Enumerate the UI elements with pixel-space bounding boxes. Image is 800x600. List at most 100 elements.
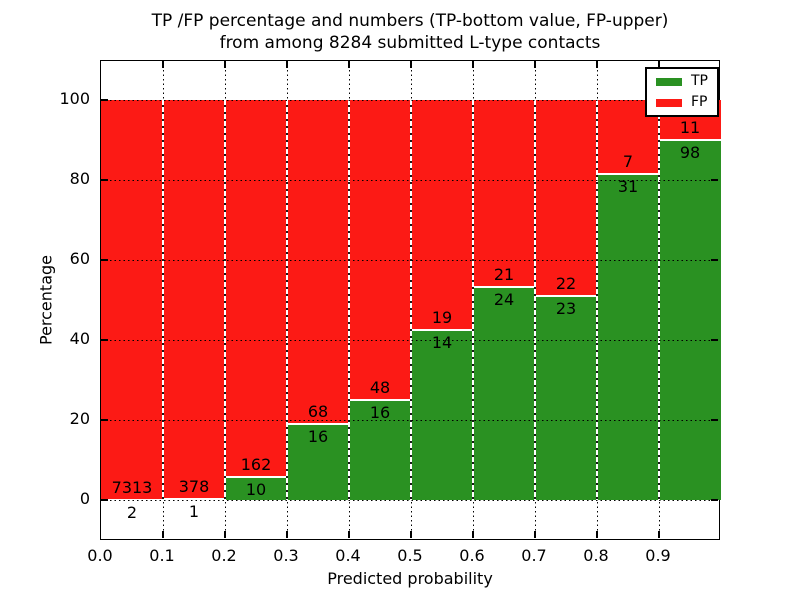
x-tick-label: 0.5	[397, 546, 423, 565]
fp-count-label: 19	[431, 308, 453, 327]
x-tick-mark	[224, 531, 226, 538]
x-tick-mark	[224, 61, 226, 68]
horizontal-gridline	[101, 260, 718, 261]
chart-title-line2: from among 8284 submitted L-type contact…	[219, 33, 601, 53]
tp-bar-segment	[287, 424, 349, 500]
tp-bar-segment	[163, 499, 225, 500]
y-tick-mark	[101, 339, 108, 341]
fp-count-label: 162	[240, 455, 272, 474]
y-tick-mark	[711, 179, 718, 181]
horizontal-gridline	[101, 180, 718, 181]
legend-label-tp: TP	[691, 73, 708, 89]
chart-title: TP /FP percentage and numbers (TP-bottom…	[100, 10, 720, 54]
y-tick-mark	[101, 259, 108, 261]
plot-area: 7313 2 378 1 162 10 68 16 48 16 19 14 21 24 22 23 7 31 11 9…	[100, 60, 721, 540]
y-tick-mark	[101, 499, 108, 501]
tp-bar-segment	[597, 174, 659, 500]
x-tick-mark	[162, 61, 164, 68]
bar-boundary-line	[596, 100, 598, 500]
fp-count-label: 22	[555, 274, 577, 293]
tp-count-label: 24	[493, 290, 515, 309]
chart-title-line1: TP /FP percentage and numbers (TP-bottom…	[151, 11, 669, 31]
horizontal-gridline	[101, 420, 718, 421]
x-tick-mark	[410, 61, 412, 68]
x-tick-label: 0.2	[211, 546, 237, 565]
tp-bar-segment	[411, 330, 473, 500]
horizontal-gridline	[101, 500, 718, 501]
x-tick-mark	[596, 61, 598, 68]
x-tick-label: 0.0	[87, 546, 113, 565]
x-tick-mark	[286, 531, 288, 538]
tp-bar-segment	[473, 287, 535, 500]
bar-boundary-line	[348, 100, 350, 500]
y-tick-label: 80	[69, 169, 90, 188]
bar-boundary-line	[410, 100, 412, 500]
x-tick-mark	[596, 531, 598, 538]
y-tick-mark	[101, 179, 108, 181]
fp-count-label: 7	[622, 152, 634, 171]
fp-count-label: 48	[369, 378, 391, 397]
tp-count-label: 31	[617, 177, 639, 196]
fp-count-label: 7313	[111, 478, 153, 497]
tp-bar-segment	[349, 400, 411, 500]
bar-boundary-line	[534, 100, 536, 500]
fp-color-swatch	[656, 98, 682, 107]
x-tick-mark	[472, 61, 474, 68]
tp-bar-segment	[659, 140, 721, 500]
fp-bar-segment	[411, 100, 473, 330]
tp-color-swatch	[656, 77, 682, 86]
x-tick-mark	[472, 531, 474, 538]
fp-bar-segment	[535, 100, 597, 296]
y-tick-mark	[101, 99, 108, 101]
bar-boundary-line	[658, 100, 660, 500]
x-tick-mark	[658, 61, 660, 68]
x-tick-mark	[348, 61, 350, 68]
legend: TP FP	[645, 67, 719, 117]
x-axis-label: Predicted probability	[327, 569, 493, 588]
horizontal-gridline	[101, 340, 718, 341]
y-tick-mark	[711, 339, 718, 341]
bar-boundary-line	[472, 100, 474, 500]
fp-bar-segment	[287, 100, 349, 424]
fp-count-label: 68	[307, 402, 329, 421]
y-tick-label: 100	[59, 89, 90, 108]
fp-bar-segment	[349, 100, 411, 400]
fp-bar-segment	[163, 100, 225, 499]
tp-count-label: 2	[126, 503, 138, 522]
bar-boundary-line	[224, 100, 226, 500]
x-tick-mark	[410, 531, 412, 538]
bar-boundary-line	[286, 100, 288, 500]
tp-count-label: 23	[555, 299, 577, 318]
legend-item-fp: FP	[656, 94, 708, 110]
y-tick-label: 60	[69, 249, 90, 268]
x-tick-label: 0.3	[273, 546, 299, 565]
y-tick-mark	[711, 259, 718, 261]
y-tick-mark	[101, 419, 108, 421]
tp-count-label: 10	[245, 480, 267, 499]
bar-boundary-line	[162, 100, 164, 500]
x-tick-mark	[348, 531, 350, 538]
legend-label-fp: FP	[691, 94, 708, 110]
x-tick-mark	[162, 531, 164, 538]
x-tick-label: 0.4	[335, 546, 361, 565]
legend-item-tp: TP	[656, 73, 708, 89]
y-axis-label: Percentage	[36, 254, 56, 346]
horizontal-gridline	[101, 100, 718, 101]
x-tick-label: 0.6	[459, 546, 485, 565]
y-tick-mark	[711, 499, 718, 501]
x-tick-mark	[286, 61, 288, 68]
x-tick-label: 0.8	[583, 546, 609, 565]
x-tick-mark	[658, 531, 660, 538]
tp-bar-segment	[225, 477, 287, 500]
y-tick-label: 0	[79, 489, 90, 508]
fp-bar-segment	[225, 100, 287, 477]
tp-count-label: 16	[369, 403, 391, 422]
x-tick-label: 0.1	[149, 546, 175, 565]
y-tick-mark	[711, 419, 718, 421]
fp-bar-segment	[473, 100, 535, 287]
fp-count-label: 11	[679, 118, 701, 137]
tp-count-label: 14	[431, 333, 453, 352]
x-tick-mark	[534, 531, 536, 538]
fp-count-label: 21	[493, 265, 515, 284]
